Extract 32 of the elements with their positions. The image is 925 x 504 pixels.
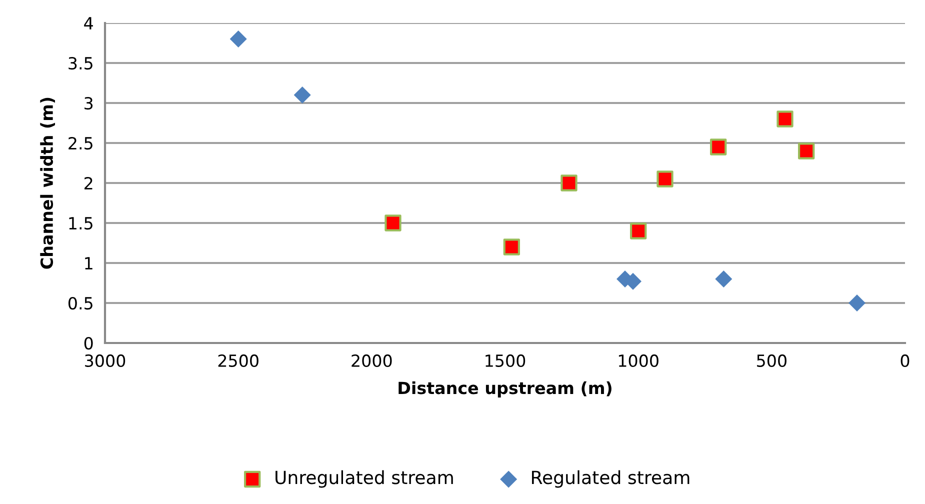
y-tick-label: 3.5 (68, 56, 92, 70)
x-axis-title: Distance upstream (m) (398, 381, 612, 398)
point (384, 214, 402, 232)
point (230, 30, 247, 48)
x-tick-label: 1500 (486, 354, 526, 368)
y-tick-label: 1.5 (69, 217, 92, 230)
y-tick-label: 4 (84, 17, 93, 30)
point (630, 222, 647, 240)
point (656, 170, 674, 188)
point (798, 142, 815, 160)
legend-label: Regulated stream (532, 470, 690, 488)
y-tick-label: 1 (85, 257, 92, 270)
point (776, 110, 794, 128)
point (294, 86, 311, 104)
x-tick-label: 0 (900, 354, 910, 368)
x-tick-label: 1000 (618, 354, 658, 368)
y-tick-label: 2.5 (68, 136, 92, 150)
point (710, 138, 727, 156)
point (715, 270, 732, 288)
point (503, 238, 520, 256)
x-tick-label: 2000 (352, 354, 392, 368)
x-tick-label: 3000 (85, 354, 126, 368)
x-tick-label: 500 (757, 354, 786, 368)
x-tick-label: 2500 (218, 354, 258, 368)
point (848, 294, 866, 312)
legend-label: Unregulated stream (276, 470, 453, 488)
point (560, 174, 578, 192)
y-tick-label: 3 (84, 96, 93, 110)
y-tick-label: 0 (84, 336, 93, 350)
y-tick-label: 0.5 (68, 296, 92, 310)
y-tick-label: 2 (84, 176, 92, 190)
y-axis-title: Channel width (m) (40, 98, 56, 269)
